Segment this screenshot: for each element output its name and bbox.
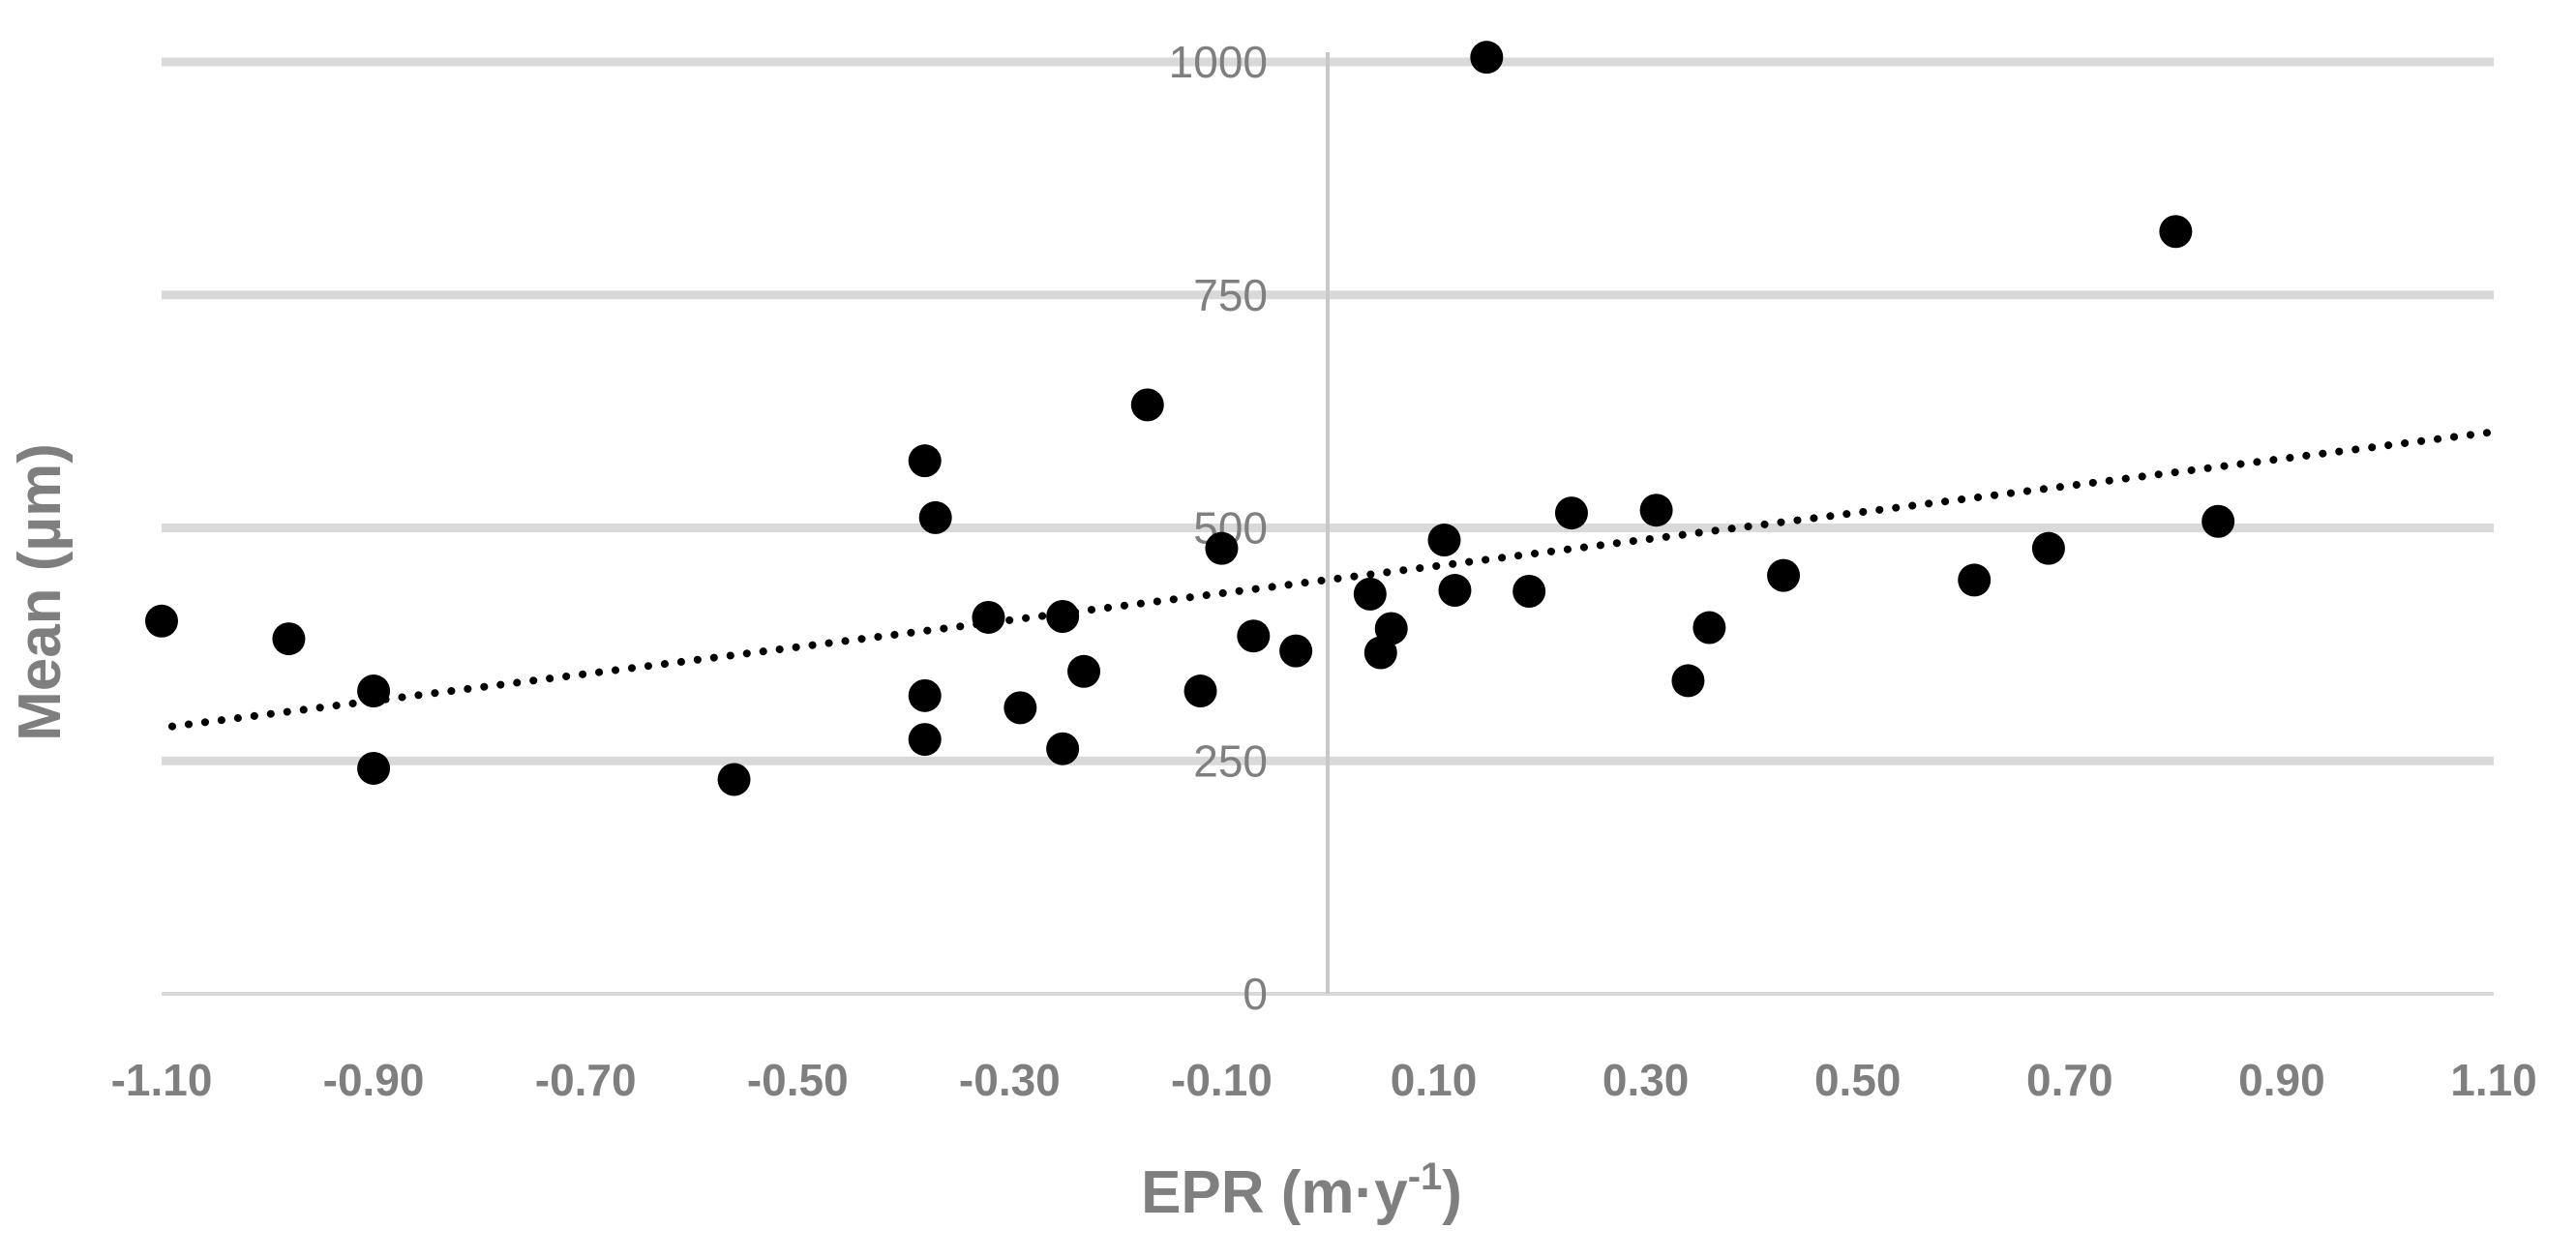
data-points (145, 41, 2235, 796)
x-tick-label--0.10: -0.10 (1171, 1055, 1273, 1105)
x-tick-label--0.50: -0.50 (747, 1055, 849, 1105)
data-point-22 (1374, 612, 1408, 645)
data-point-5 (717, 763, 751, 796)
data-point-27 (1554, 496, 1588, 530)
x-tick-label-0.90: 0.90 (2238, 1055, 2325, 1105)
data-point-30 (1692, 611, 1726, 644)
y-tick-label-750: 750 (1193, 270, 1268, 320)
data-point-9 (908, 723, 942, 757)
data-point-33 (2031, 531, 2065, 565)
data-point-14 (1067, 654, 1101, 688)
data-point-19 (1279, 634, 1313, 668)
data-point-17 (1205, 531, 1239, 565)
data-point-1 (145, 604, 178, 638)
data-point-35 (2202, 504, 2235, 538)
trendline (167, 428, 2498, 731)
x-tick-label--1.10: -1.10 (111, 1055, 213, 1105)
x-axis-label-main: EPR (m·y (1141, 1159, 1408, 1226)
x-axis-label-superscript: -1 (1408, 1155, 1443, 1198)
data-point-31 (1767, 558, 1801, 592)
x-tick-label--0.70: -0.70 (535, 1055, 637, 1105)
data-point-29 (1671, 664, 1705, 698)
y-axis-label: Mean (µm) (7, 443, 74, 741)
data-point-18 (1237, 619, 1271, 653)
data-point-24 (1438, 574, 1472, 608)
x-tick-label--0.90: -0.90 (323, 1055, 425, 1105)
x-axis-label: EPR (m·y-1) (1141, 1155, 1462, 1226)
data-point-28 (1639, 494, 1673, 527)
data-point-11 (1003, 691, 1037, 725)
data-point-13 (1046, 732, 1080, 765)
data-point-23 (1427, 524, 1461, 557)
data-point-4 (357, 751, 391, 785)
data-point-2 (272, 622, 306, 656)
x-tick-labels: -1.10 -0.90 -0.70 -0.50 -0.30 -0.10 0.10 0.30 0.… (111, 1055, 2537, 1105)
data-point-32 (1958, 563, 1992, 597)
x-tick-label-0.10: 0.10 (1391, 1055, 1478, 1105)
data-point-7 (918, 500, 952, 534)
axes (162, 52, 2494, 996)
y-tick-label-250: 250 (1193, 735, 1268, 786)
y-tick-label-0: 0 (1243, 969, 1268, 1019)
data-point-16 (1183, 674, 1217, 708)
y-tick-label-1000: 1000 (1169, 37, 1268, 87)
data-point-15 (1130, 388, 1164, 422)
x-tick-label-0.70: 0.70 (2026, 1055, 2113, 1105)
data-point-20 (1353, 577, 1387, 611)
data-point-3 (357, 674, 391, 708)
x-tick-label-0.50: 0.50 (1814, 1055, 1902, 1105)
trendline-group (167, 428, 2498, 731)
x-axis-label-end: ) (1442, 1159, 1462, 1226)
data-point-26 (1513, 574, 1546, 608)
data-point-12 (1046, 599, 1080, 633)
data-point-25 (1470, 41, 1504, 75)
data-point-8 (908, 678, 942, 712)
data-point-10 (972, 600, 1005, 634)
data-point-34 (2159, 215, 2193, 249)
x-tick-label-1.10: 1.10 (2450, 1055, 2537, 1105)
x-tick-label-0.30: 0.30 (1603, 1055, 1690, 1105)
data-point-6 (908, 444, 942, 478)
x-tick-label--0.30: -0.30 (959, 1055, 1061, 1105)
